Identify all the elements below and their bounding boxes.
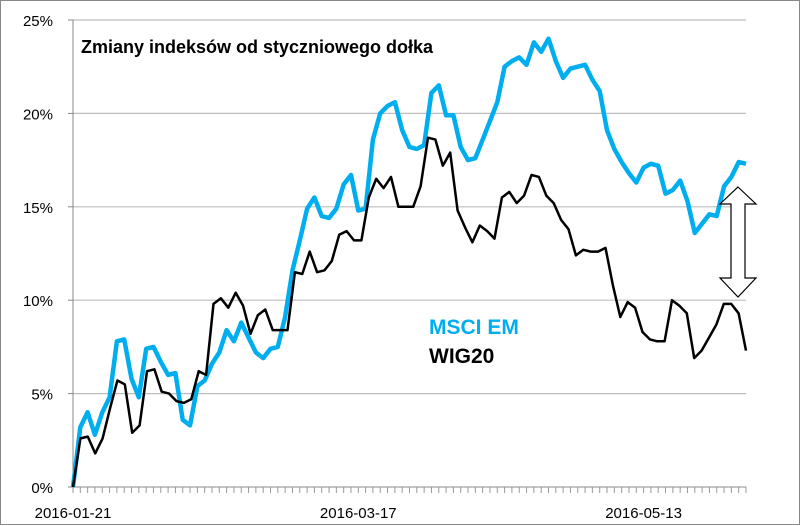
- y-tick-label: 25%: [23, 13, 53, 30]
- y-tick-label: 10%: [23, 293, 53, 310]
- y-tick-label: 5%: [31, 387, 53, 404]
- x-tick-label: 2016-05-13: [605, 505, 682, 522]
- y-tick-label: 0%: [31, 480, 53, 497]
- series-line-wig20: [71, 136, 748, 488]
- x-tick-label: 2016-03-17: [320, 505, 397, 522]
- y-tick-label: 15%: [23, 200, 53, 217]
- gap-double-arrow: [718, 186, 758, 298]
- chart-title: Zmiany indeksów od styczniowego dołka: [81, 37, 434, 57]
- series-line-msci-em: [70, 36, 747, 488]
- legend-msci-em: MSCI EM: [429, 316, 519, 339]
- y-tick-label: 20%: [23, 106, 53, 123]
- legend-wig20: WIG20: [429, 345, 494, 368]
- x-tick-label: 2016-01-21: [35, 505, 112, 522]
